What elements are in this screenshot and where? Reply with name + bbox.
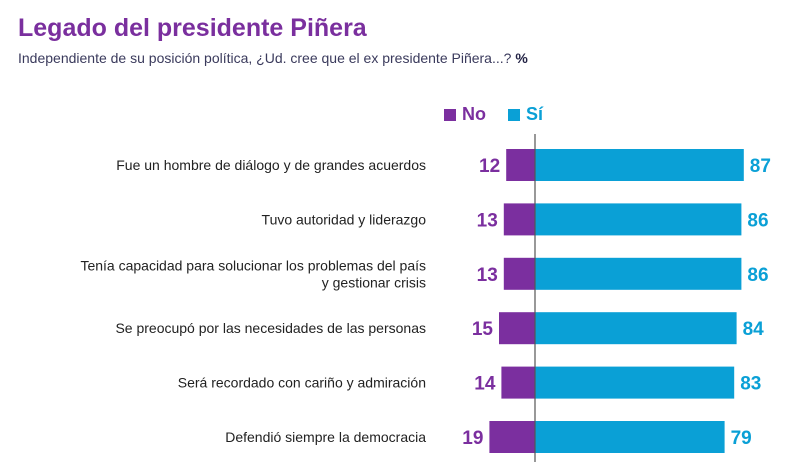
category-label-line: Fue un hombre de diálogo y de grandes ac…: [116, 157, 426, 173]
legend-swatch-no: [444, 108, 456, 121]
category-label: Se preocupó por las necesidades de las p…: [115, 320, 426, 336]
legend-swatch-si: [508, 108, 520, 121]
category-label: Defendió siempre la democracia: [225, 429, 426, 445]
bar-si: [535, 366, 735, 399]
category-label: Tuvo autoridad y liderazgo: [262, 211, 427, 227]
value-label-si: 79: [731, 428, 752, 449]
bar-no: [499, 312, 535, 345]
value-label-no: 15: [472, 319, 494, 340]
value-label-si: 87: [750, 156, 771, 177]
value-label-no: 13: [477, 210, 498, 231]
bar-no: [489, 421, 535, 453]
category-label: Fue un hombre de diálogo y de grandes ac…: [116, 157, 426, 173]
bar-no: [506, 149, 535, 181]
value-label-no: 13: [477, 265, 498, 286]
category-label-line: Defendió siempre la democracia: [225, 429, 426, 445]
category-label-line: Tuvo autoridad y liderazgo: [262, 211, 427, 227]
value-label-si: 86: [747, 210, 768, 231]
bar-no: [501, 366, 535, 399]
bar-no: [503, 257, 535, 290]
bar-si: [535, 257, 742, 290]
value-label-si: 84: [743, 319, 765, 340]
value-label-si: 86: [747, 265, 768, 286]
bar-si: [535, 421, 725, 453]
bar-si: [535, 312, 737, 345]
bar-si: [535, 149, 744, 181]
value-label-no: 14: [474, 374, 496, 395]
value-label-no: 19: [462, 428, 483, 449]
subtitle-text: Independiente de su posición política, ¿…: [18, 50, 512, 66]
category-label-line: y gestionar crisis: [322, 274, 426, 290]
category-label: Será recordado con cariño y admiración: [178, 375, 426, 391]
legend: No Sí: [444, 104, 565, 125]
unit-label: %: [515, 50, 528, 66]
category-label-line: Se preocupó por las necesidades de las p…: [115, 320, 426, 336]
category-label-line: Tenía capacidad para solucionar los prob…: [80, 257, 426, 273]
value-label-si: 83: [740, 374, 761, 395]
chart-title: Legado del presidente Piñera: [18, 14, 367, 42]
legend-label-no: No: [462, 104, 486, 124]
category-label-line: Será recordado con cariño y admiración: [178, 375, 426, 391]
bar-si: [535, 203, 742, 236]
category-label: Tenía capacidad para solucionar los prob…: [80, 257, 426, 290]
value-label-no: 12: [479, 156, 500, 177]
legend-item-no: No: [444, 104, 486, 125]
legend-label-si: Sí: [526, 104, 544, 124]
bar-no: [503, 203, 535, 236]
chart-subtitle: Independiente de su posición política, ¿…: [18, 50, 528, 66]
legend-item-si: Sí: [508, 104, 543, 125]
